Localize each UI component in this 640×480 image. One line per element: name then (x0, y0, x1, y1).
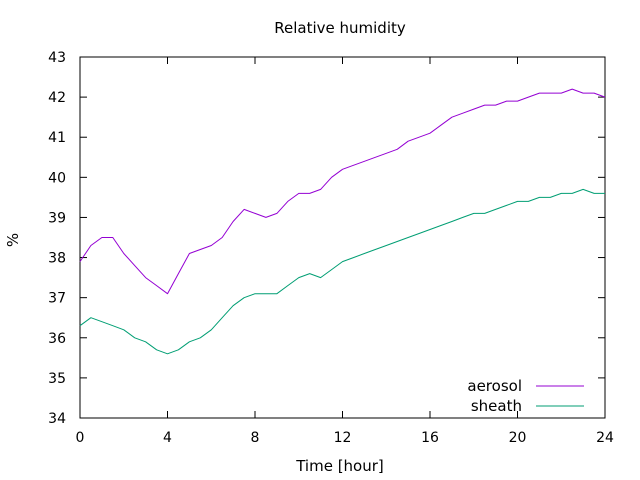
x-tick-label: 12 (334, 430, 352, 446)
y-axis-ticks: 34 35 36 37 38 39 40 41 42 43 (48, 50, 605, 427)
series-lines (79, 88, 606, 355)
x-axis-label: Time [hour] (295, 457, 384, 475)
series-line-aerosol (79, 88, 606, 295)
y-tick-label: 39 (48, 210, 66, 226)
y-tick-label: 41 (48, 130, 66, 146)
y-tick-label: 38 (48, 251, 66, 267)
y-tick-label: 35 (48, 371, 66, 387)
x-tick-label: 16 (421, 430, 439, 446)
plot-frame (79, 56, 606, 419)
y-tick-label: 40 (48, 170, 66, 186)
legend-label-aerosol: aerosol (467, 377, 522, 395)
y-tick-label: 43 (48, 50, 66, 66)
x-tick-label: 24 (596, 430, 614, 446)
y-tick-label: 42 (48, 90, 66, 106)
chart-title: Relative humidity (274, 19, 406, 37)
y-tick-label: 37 (48, 291, 66, 307)
y-axis-label: % (4, 233, 22, 247)
x-tick-label: 0 (76, 430, 85, 446)
legend: aerosol sheath (467, 377, 584, 415)
y-tick-label: 36 (48, 331, 66, 347)
x-tick-label: 8 (251, 430, 260, 446)
y-tick-label: 34 (48, 411, 66, 427)
x-tick-label: 4 (163, 430, 172, 446)
x-axis-ticks: 0 4 8 12 16 20 24 (76, 57, 614, 446)
legend-label-sheath: sheath (471, 397, 522, 415)
x-tick-label: 20 (509, 430, 527, 446)
series-line-sheath (79, 188, 605, 355)
